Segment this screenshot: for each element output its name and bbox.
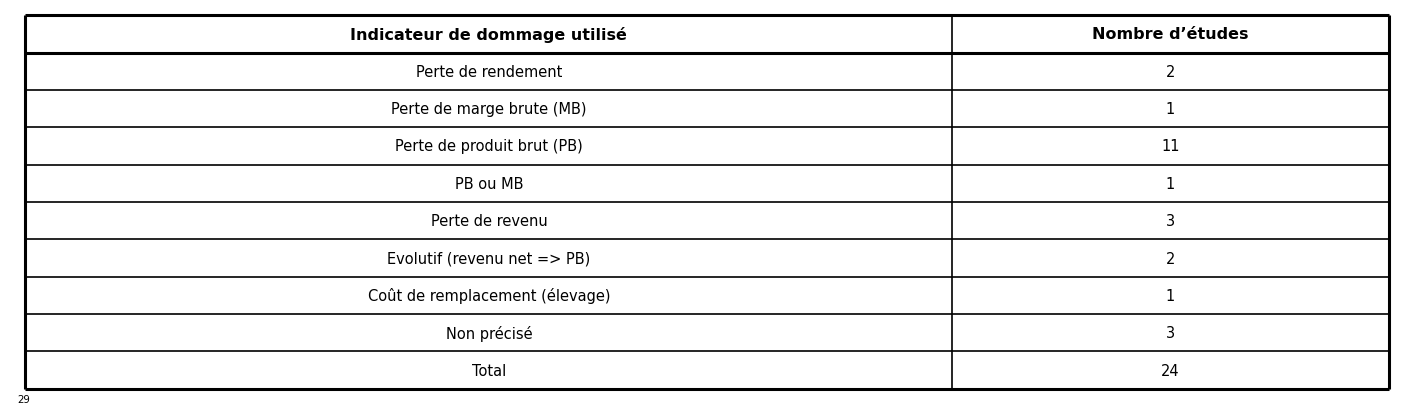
- Text: Evolutif (revenu net => PB): Evolutif (revenu net => PB): [387, 251, 591, 266]
- Bar: [25, 352, 1389, 389]
- Bar: [25, 16, 1389, 53]
- Text: 3: 3: [1167, 214, 1175, 228]
- Bar: [25, 240, 1389, 277]
- Bar: [25, 277, 1389, 314]
- Text: Coût de remplacement (élevage): Coût de remplacement (élevage): [368, 288, 611, 304]
- Text: Indicateur de dommage utilisé: Indicateur de dommage utilisé: [351, 27, 628, 43]
- Bar: [25, 91, 1389, 128]
- Bar: [25, 53, 1389, 91]
- Text: 1: 1: [1165, 177, 1175, 191]
- Text: PB ou MB: PB ou MB: [455, 177, 523, 191]
- Bar: [25, 165, 1389, 202]
- Text: 1: 1: [1165, 102, 1175, 117]
- Text: 24: 24: [1161, 363, 1179, 377]
- Text: Perte de rendement: Perte de rendement: [416, 65, 563, 79]
- Text: 29: 29: [17, 394, 30, 404]
- Text: 11: 11: [1161, 139, 1179, 154]
- Text: 2: 2: [1165, 65, 1175, 79]
- Text: Perte de revenu: Perte de revenu: [430, 214, 547, 228]
- Text: Total: Total: [472, 363, 506, 377]
- Text: 3: 3: [1167, 326, 1175, 340]
- Text: Perte de produit brut (PB): Perte de produit brut (PB): [395, 139, 583, 154]
- Text: 1: 1: [1165, 288, 1175, 303]
- Text: Non précisé: Non précisé: [445, 325, 532, 341]
- Bar: [25, 202, 1389, 240]
- Text: Nombre d’études: Nombre d’études: [1092, 28, 1249, 42]
- Bar: [25, 128, 1389, 165]
- Text: 2: 2: [1165, 251, 1175, 266]
- Bar: [25, 314, 1389, 352]
- Text: Perte de marge brute (MB): Perte de marge brute (MB): [392, 102, 587, 117]
